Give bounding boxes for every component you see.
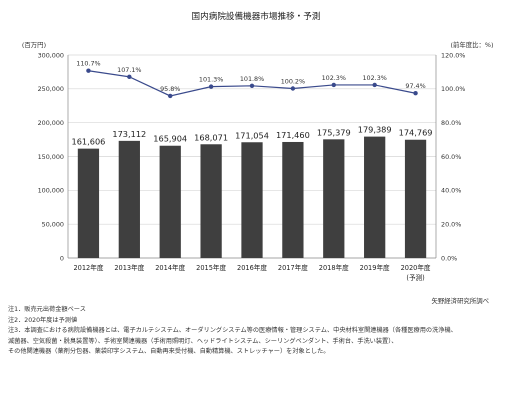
line-value-label: 101.3%	[199, 76, 223, 84]
bar-value-label: 168,071	[194, 132, 228, 142]
right-tick-label: 80.0%	[441, 119, 461, 127]
bar	[118, 140, 140, 258]
line-point	[86, 68, 91, 73]
x-tick-label: 2016年度	[237, 263, 267, 272]
bar-value-label: 173,112	[112, 129, 146, 139]
bar-value-label: 179,389	[358, 125, 392, 135]
bar-value-label: 171,054	[235, 130, 269, 140]
bar	[323, 139, 345, 258]
bar-value-label: 165,904	[153, 134, 187, 144]
x-tick-label: 2020年度	[401, 263, 431, 272]
notes: 注1．販売元出荷金額ベース 注2．2020年度は予測値 注3．本調査における病院…	[8, 305, 508, 358]
right-axis: 0.0% 20.0% 40.0% 60.0% 80.0% 100.0% 120.0%	[441, 51, 465, 262]
right-tick-label: 100.0%	[441, 85, 465, 93]
chart-title: 国内病院設備機器市場推移・予測	[192, 10, 321, 22]
left-tick-label: 50,000	[42, 220, 64, 228]
line-point	[413, 91, 418, 96]
line-point	[372, 82, 377, 88]
right-tick-label: 120.0%	[441, 51, 465, 59]
line-point	[168, 93, 173, 99]
x-tick-label: 2012年度	[73, 263, 103, 272]
line-value-label: 107.1%	[117, 66, 141, 74]
line-point	[249, 83, 255, 88]
bar-value-label: 171,460	[276, 130, 310, 140]
bar	[241, 142, 263, 258]
note-line: 注3．本調査における病院設備機器とは、電子カルテシステム、オーダリングシステム等…	[8, 327, 457, 335]
bar	[404, 139, 427, 258]
note-line: 滅菌器、空気殺菌・脱臭装置等）、手術室関連機器（手術用照明灯、ヘッドライトシステ…	[8, 337, 398, 345]
left-tick-label: 300,000	[38, 51, 64, 59]
line-value-label: 101.8%	[240, 75, 264, 83]
note-line: その他関連機器（薬剤分包器、薬袋印字システム、自動再来受付機、自動精算機、ストレ…	[8, 348, 330, 356]
line-point	[208, 84, 214, 89]
line-point	[331, 82, 336, 88]
source-credit: 矢野経済研究所調べ	[431, 297, 489, 305]
line-series: 110.7% 107.1% 95.8% 101.3% 101.8% 100.2% 102.3…	[76, 60, 426, 99]
x-axis: 2012年度 2013年度 2014年度 2015年度 2016年度 2017年度 2018…	[73, 263, 430, 282]
right-axis-unit: (前年度比：%)	[450, 40, 493, 49]
x-tick-sublabel: (予測)	[406, 273, 424, 282]
x-tick-label: 2013年度	[114, 263, 144, 272]
line-value-label: 110.7%	[76, 60, 100, 68]
line-value-label: 97.4%	[405, 82, 425, 90]
line-value-label: 102.3%	[322, 74, 346, 82]
line-value-label: 95.8%	[160, 85, 180, 93]
left-tick-label: 100,000	[38, 187, 64, 195]
left-tick-label: 250,000	[38, 85, 64, 93]
note-line: 注2．2020年度は予測値	[8, 316, 78, 324]
bar	[282, 141, 304, 258]
x-tick-label: 2014年度	[155, 263, 185, 272]
right-tick-label: 0.0%	[441, 254, 457, 262]
right-tick-label: 60.0%	[441, 153, 461, 161]
x-tick-label: 2017年度	[278, 263, 308, 272]
bar-series: 161,606 173,112 165,904 168,071 171,054 171,4…	[72, 125, 433, 258]
bar-value-label: 175,379	[317, 127, 351, 137]
line-value-label: 100.2%	[281, 77, 305, 85]
left-axis-unit: (百万円)	[22, 41, 46, 49]
left-tick-label: 200,000	[38, 119, 64, 127]
bar-value-label: 174,769	[399, 128, 433, 138]
note-line: 注1．販売元出荷金額ベース	[8, 306, 86, 313]
x-tick-label: 2019年度	[360, 263, 390, 272]
bar-value-label: 161,606	[72, 137, 106, 147]
bar	[77, 148, 100, 258]
right-tick-label: 20.0%	[441, 220, 461, 228]
chart: 国内病院設備機器市場推移・予測 (百万円) (前年度比：%) 0 50,000 10…	[22, 10, 494, 282]
line-point	[127, 74, 132, 80]
x-tick-label: 2018年度	[319, 263, 349, 272]
line-value-label: 102.3%	[362, 74, 386, 82]
left-axis: 0 50,000 100,000 150,000 200,000 250,000 300,0…	[38, 51, 64, 262]
bar	[200, 144, 222, 258]
left-tick-label: 0	[60, 254, 64, 262]
x-tick-label: 2015年度	[196, 263, 226, 272]
line-point	[290, 86, 296, 91]
bar	[159, 145, 181, 258]
left-tick-label: 150,000	[38, 153, 64, 161]
bar	[364, 136, 386, 258]
right-tick-label: 40.0%	[441, 187, 461, 195]
